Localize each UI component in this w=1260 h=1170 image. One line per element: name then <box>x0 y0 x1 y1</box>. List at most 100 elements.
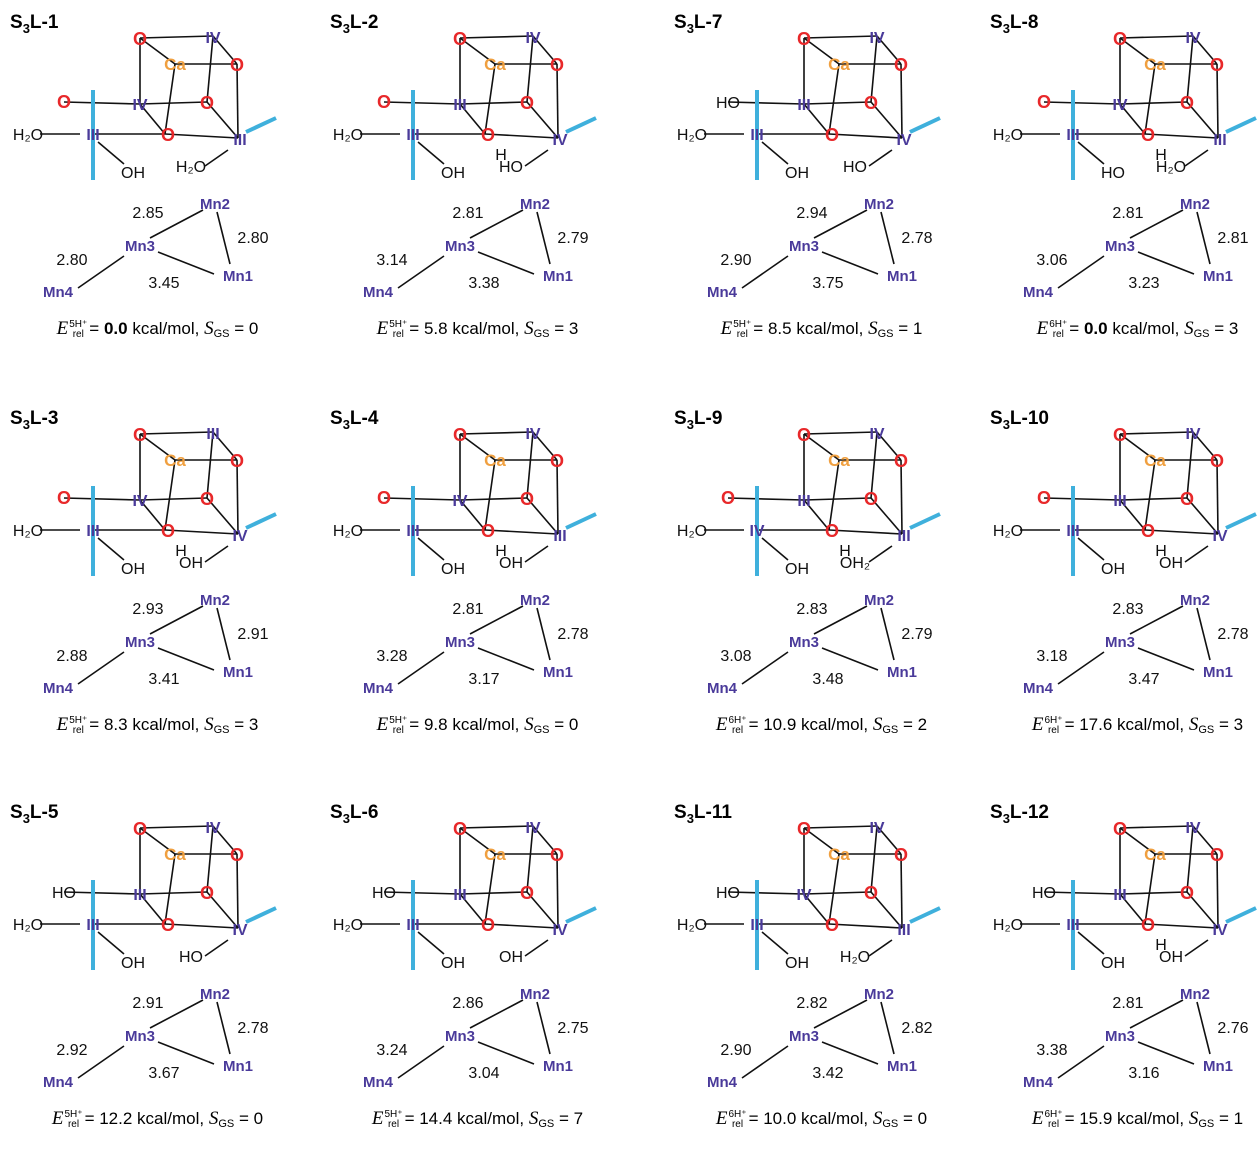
core-bond <box>236 853 239 929</box>
ligand-label: O <box>721 488 735 508</box>
jahn-teller-axis <box>909 906 941 924</box>
mn-oxidation-label: IV <box>552 132 567 149</box>
jahn-teller-axis <box>245 906 277 924</box>
ligand-bond <box>417 931 445 955</box>
distance-label: 2.85 <box>132 205 163 222</box>
structure-panel: S3L-6 O O O O Ca IV III III IV HO H₂O OH OH Mn2 Mn3 Mn1 M… <box>320 790 635 1170</box>
ligand-label: OH <box>499 555 523 572</box>
oxygen-label: O <box>1141 125 1155 145</box>
mn-oxidation-label: IV <box>232 528 247 545</box>
ligand-label: OH <box>121 955 145 972</box>
core-bond <box>828 63 840 135</box>
oxygen-label: O <box>1113 29 1127 49</box>
ligand-bond <box>868 545 893 563</box>
core-bond <box>556 459 559 535</box>
core-bond <box>206 35 214 103</box>
core-bond <box>870 891 903 929</box>
core-bond <box>212 431 238 461</box>
core-bond <box>164 133 239 139</box>
core-bond <box>1144 63 1156 135</box>
core-bond <box>556 63 559 139</box>
core-bond <box>459 431 534 435</box>
mn-oxidation-label: IV <box>452 493 467 510</box>
panel-title: S3L-5 <box>10 802 59 826</box>
core-bond <box>803 497 872 501</box>
mn2-label: Mn2 <box>864 196 894 213</box>
energy-caption: E 6H⁺ rel = 10.0 kcal/mol, SGS = 0 <box>715 1108 928 1130</box>
panel-title: S3L-6 <box>330 802 379 826</box>
ligand-label: HO <box>843 159 867 176</box>
distance-label: 2.81 <box>452 601 483 618</box>
distance-label: 2.79 <box>901 626 932 643</box>
oxygen-label: O <box>481 521 495 541</box>
core-bond <box>164 63 176 135</box>
mn-oxidation-label: IV <box>749 523 764 540</box>
mn-oxidation-label: IV <box>232 922 247 939</box>
core-bond <box>803 827 840 855</box>
core-bond <box>828 459 840 531</box>
mn-mn-bond <box>397 255 445 289</box>
core-bond <box>1119 825 1194 829</box>
energy-caption: E 6H⁺ rel = 17.6 kcal/mol, SGS = 3 <box>1031 714 1244 736</box>
core-bond <box>459 101 528 105</box>
mn-oxidation-label: IV <box>1212 922 1227 939</box>
oxygen-label: O <box>1210 845 1224 865</box>
oxygen-label: O <box>200 883 214 903</box>
mn-oxidation-label: III <box>1066 127 1079 144</box>
mn2-label: Mn2 <box>200 986 230 1003</box>
distance-label: 3.67 <box>148 1065 179 1082</box>
ligand-bond <box>1077 537 1105 561</box>
oxygen-label: O <box>1180 93 1194 113</box>
core-bond <box>459 825 534 829</box>
mn-oxidation-label: IV <box>132 493 147 510</box>
mn1-label: Mn1 <box>223 268 253 285</box>
calcium-label: Ca <box>164 451 186 470</box>
ligand-label: H <box>495 147 507 164</box>
mn3-label: Mn3 <box>789 634 819 651</box>
core-bond <box>164 853 176 925</box>
mn4-label: Mn4 <box>1023 284 1054 301</box>
core-bond <box>1186 825 1194 893</box>
core-bond <box>803 825 878 829</box>
distance-label: 2.78 <box>557 626 588 643</box>
oxygen-label: O <box>797 425 811 445</box>
oxygen-label: O <box>1180 489 1194 509</box>
ligand-bond <box>868 149 893 167</box>
core-bond <box>526 101 559 139</box>
core-bond <box>212 35 238 65</box>
ligand-bond <box>204 545 229 563</box>
core-bond <box>727 101 805 105</box>
mn3-label: Mn3 <box>1105 634 1135 651</box>
distance-label: 3.23 <box>1128 275 1159 292</box>
core-bond <box>828 923 903 929</box>
ligand-bond <box>1184 545 1209 563</box>
oxygen-label: O <box>133 819 147 839</box>
mn-oxidation-label: III <box>797 493 810 510</box>
distance-label: 2.92 <box>56 1042 87 1059</box>
core-bond <box>556 853 559 929</box>
mn-oxidation-label: IV <box>525 820 540 837</box>
mn-mn-bond <box>157 251 215 275</box>
ligand-bond <box>761 931 789 955</box>
ligand-bond <box>524 545 549 563</box>
core-bond <box>532 825 558 855</box>
mn-oxidation-label: III <box>453 887 466 904</box>
jahn-teller-axis <box>909 512 941 530</box>
ligand-label: OH <box>441 165 465 182</box>
ligand-label: HO <box>52 885 76 902</box>
mn-oxidation-label: IV <box>1185 30 1200 47</box>
core-bond <box>1186 891 1219 929</box>
mn-oxidation-label: III <box>1213 132 1226 149</box>
oxygen-label: O <box>864 883 878 903</box>
energy-caption: E 5H⁺ rel = 5.8 kcal/mol, SGS = 3 <box>376 318 579 340</box>
mn2-label: Mn2 <box>200 196 230 213</box>
ligand-label: H₂O <box>993 523 1023 540</box>
distance-label: 3.04 <box>468 1065 499 1082</box>
mn-oxidation-label: IV <box>1212 528 1227 545</box>
energy-caption: E 5H⁺ rel = 14.4 kcal/mol, SGS = 7 <box>371 1108 584 1130</box>
core-bond <box>484 133 559 139</box>
core-bond <box>459 891 528 895</box>
mn-oxidation-label: IV <box>896 132 911 149</box>
